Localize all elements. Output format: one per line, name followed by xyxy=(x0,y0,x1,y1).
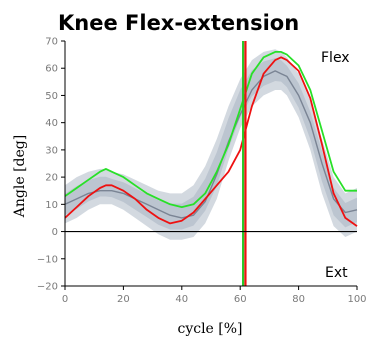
flex-annotation: Flex xyxy=(321,50,350,66)
series-line-3 xyxy=(64,56,358,227)
x-tick-label: 0 xyxy=(62,294,68,305)
series-line-2 xyxy=(64,51,357,208)
normative-band-inner xyxy=(65,58,357,230)
y-tick-label: 70 xyxy=(45,37,58,48)
x-tick-label: 80 xyxy=(292,294,305,305)
y-tick-label: 60 xyxy=(45,64,58,75)
series-line-1 xyxy=(64,70,358,219)
x-tick-label: 60 xyxy=(234,294,247,305)
x-ticks: 0 20 40 60 80 100 xyxy=(62,286,367,305)
chart-title: Knee Flex-extension xyxy=(58,11,299,35)
x-tick-label: 20 xyxy=(117,294,130,305)
plot-area xyxy=(64,41,358,287)
normative-band xyxy=(65,49,357,240)
x-tick-label: 40 xyxy=(175,294,188,305)
y-tick-label: −20 xyxy=(37,282,58,293)
toe-off-markers xyxy=(242,41,247,286)
y-tick-label: 50 xyxy=(45,91,58,102)
y-axis-label: Angle [deg] xyxy=(12,135,28,218)
y-tick-label: 10 xyxy=(45,200,58,211)
y-tick-label: 20 xyxy=(45,173,58,184)
series-lines xyxy=(64,51,358,227)
y-tick-label: 0 xyxy=(52,227,58,238)
y-ticks: −20 −10 0 10 20 30 40 50 60 70 xyxy=(37,37,65,293)
y-tick-label: 40 xyxy=(45,118,58,129)
x-tick-label: 100 xyxy=(347,294,366,305)
y-tick-label: −10 xyxy=(37,254,58,265)
x-axis-label: cycle [%] xyxy=(177,321,242,337)
y-tick-label: 30 xyxy=(45,145,58,156)
ext-annotation: Ext xyxy=(325,265,348,281)
